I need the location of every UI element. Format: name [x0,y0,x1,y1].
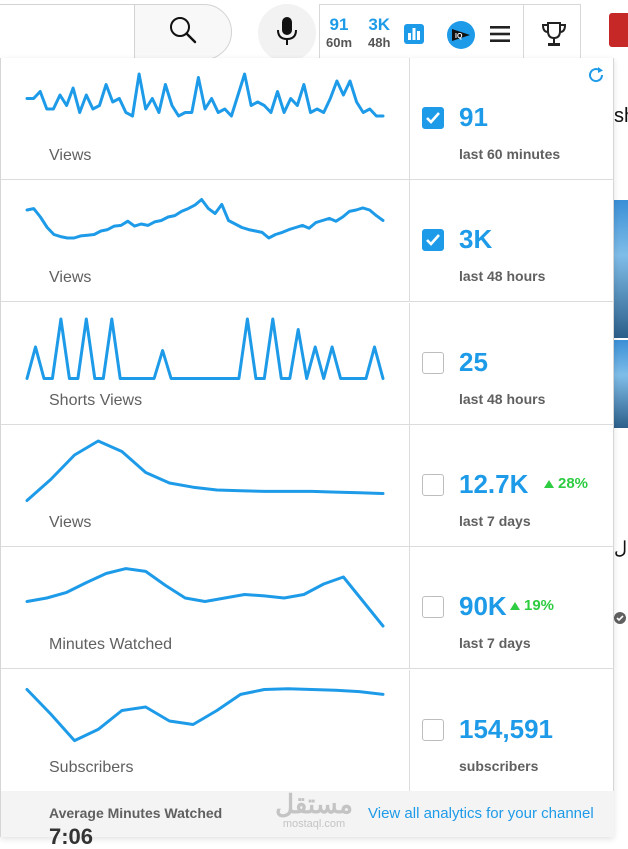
up-arrow-icon [544,479,554,488]
row-divider [409,180,410,302]
row-divider [409,669,410,791]
panel-footer: Average Minutes Watched 7:06 مستقل mosta… [1,791,614,849]
metric-period: last 48 hours [459,268,546,285]
metric-checkbox[interactable] [422,473,444,496]
watermark-logo: مستقل mostaql.com [269,791,359,837]
sparkline-chart [25,317,385,380]
sparkline-chart [25,686,385,742]
sparkline-chart [25,198,385,240]
view-all-analytics-link[interactable]: View all analytics for your channel [368,805,594,822]
row-divider [409,58,410,179]
row-divider [409,547,410,669]
stat-48h-value: 3K [368,15,391,34]
checkmark-icon [426,234,440,247]
microphone-icon [276,16,298,51]
stat-60m-period: 60m [326,35,353,50]
voice-search-button[interactable] [258,4,316,62]
search-input[interactable] [0,4,134,60]
refresh-icon[interactable] [587,66,605,89]
metric-value: 3K [459,224,493,255]
sparkline-label: Views [49,269,92,287]
metric-value: 90K [459,591,507,622]
vidiq-logo-icon[interactable]: IQ [446,20,476,55]
toolbar-divider [523,5,524,63]
metric-change: 19% [510,597,554,615]
background-text-fragment-2: ل [614,538,628,558]
sparkline-line [25,686,385,742]
trophy-icon[interactable] [540,20,568,53]
metric-row: Views 12.7K 28% last 7 days [1,424,614,547]
metric-change-value: 28% [558,474,589,492]
metric-row: Views 91 last 60 minutes [1,58,614,180]
sparkline-label: Subscribers [49,758,134,776]
sparkline-chart [25,439,385,502]
search-icon [168,15,198,50]
metric-checkbox[interactable] [422,107,444,129]
vidiq-stats-toolbar: 91 60m 3K 48h IQ [319,4,581,63]
background-thumbnail [614,200,628,338]
menu-icon[interactable] [490,25,510,48]
metric-value: 12.7K [459,468,529,499]
notification-badge[interactable] [609,13,628,47]
metric-row: Shorts Views 25 last 48 hours [1,302,614,425]
metric-change-value: 19% [524,597,555,615]
sparkline-label: Minutes Watched [49,636,173,654]
sparkline-line [25,567,385,628]
metric-checkbox[interactable] [422,229,444,252]
metric-row: Views 3K last 48 hours [1,180,614,303]
sparkline-chart [25,72,385,118]
average-minutes-value: 7:06 [49,824,94,849]
sparkline-label: Views [49,513,92,531]
sparkline-line [25,72,385,118]
sparkline-label: Shorts Views [49,391,143,409]
metric-checkbox[interactable] [422,351,444,374]
row-divider [409,424,410,546]
metric-checkbox[interactable] [422,596,444,619]
sparkline-line [25,198,385,240]
metric-row: Minutes Watched 90K 19% last 7 days [1,547,614,670]
watermark-text: مستقل [275,789,353,819]
verified-icon [613,611,627,630]
background-text-fragment: sh [614,105,628,127]
metric-period: last 60 minutes [459,146,561,162]
metric-value: 91 [459,102,488,132]
stat-60m-value: 91 [329,15,349,34]
sparkline-label: Views [49,147,92,164]
svg-text:IQ: IQ [455,33,463,40]
metric-change: 28% [544,475,588,493]
average-minutes-label: Average Minutes Watched [49,805,223,821]
metric-period: last 7 days [459,512,531,529]
stat-48h[interactable]: 3K 48h [368,15,390,50]
page-background-edge [614,62,628,837]
sparkline-chart [25,567,385,628]
row-divider [409,302,410,424]
analytics-dropdown-panel: Views 91 last 60 minutes Views 3K last 48 hou… [0,58,614,849]
metric-checkbox[interactable] [422,718,444,741]
metric-period: last 7 days [459,635,531,652]
metric-period: last 48 hours [459,390,546,407]
metric-value: 25 [459,346,488,377]
top-bar: 91 60m 3K 48h IQ [0,0,628,63]
checkmark-icon [426,112,440,124]
watermark-url: mostaql.com [282,818,346,830]
bar-chart-icon[interactable] [404,24,424,49]
metric-value: 154,591 [459,713,553,744]
metric-period: subscribers [459,757,539,774]
sparkline-line [25,317,385,380]
metric-row: Subscribers 154,591 subscribers [1,669,614,792]
background-thumbnail-2 [614,340,628,428]
stat-60m[interactable]: 91 60m [326,15,352,50]
up-arrow-icon [510,602,520,611]
search-button[interactable] [134,4,232,60]
stat-48h-period: 48h [368,35,391,50]
sparkline-line [25,439,385,502]
